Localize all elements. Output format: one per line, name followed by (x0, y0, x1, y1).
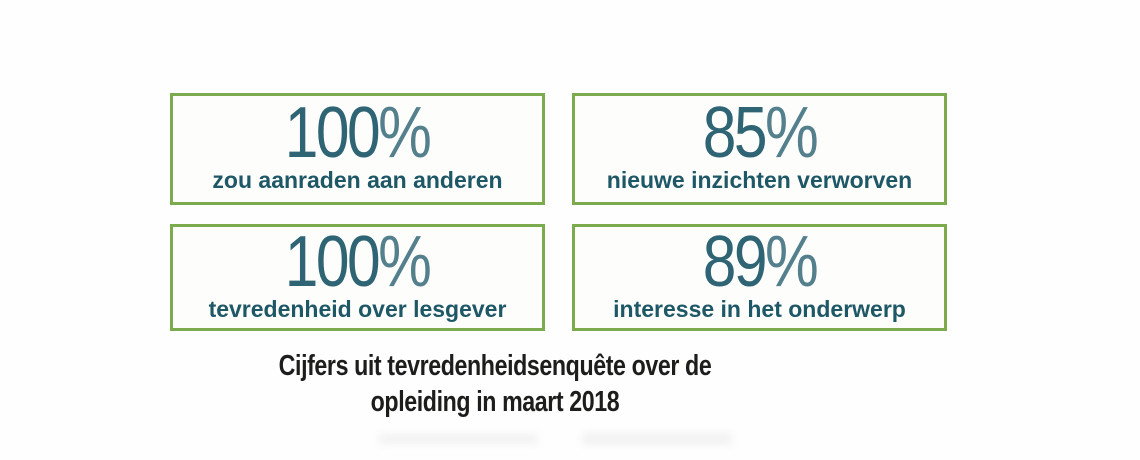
stat-card-satisfaction: 100% tevredenheid over lesgever (170, 224, 545, 331)
stat-value: 85% (703, 97, 819, 169)
stat-value: 89% (703, 226, 819, 298)
stat-number: 89 (702, 221, 768, 302)
percent-sign: % (764, 93, 819, 174)
stat-card-insights: 85% nieuwe inzichten verworven (572, 93, 947, 205)
stat-label: interesse in het onderwerp (613, 295, 906, 322)
stat-number: 100 (285, 93, 381, 174)
percent-sign: % (378, 221, 433, 302)
percent-sign: % (378, 93, 433, 174)
stat-value: 100% (285, 97, 432, 169)
stat-label: nieuwe inzichten verworven (606, 167, 913, 194)
stat-number: 100 (285, 221, 381, 302)
stat-value: 100% (285, 226, 432, 298)
stat-number: 85 (702, 93, 768, 174)
stat-card-interest: 89% interesse in het onderwerp (572, 224, 947, 331)
stat-label: zou aanraden aan anderen (212, 167, 503, 194)
caption-line-1: Cijfers uit tevredenheidsenquête over de (278, 350, 712, 382)
caption-line-2: opleiding in maart 2018 (370, 386, 620, 418)
blur-artifact (378, 434, 538, 444)
blur-artifact (582, 433, 732, 445)
stat-card-recommend: 100% zou aanraden aan anderen (170, 93, 545, 205)
stat-label: tevredenheid over lesgever (208, 295, 507, 322)
caption: Cijfers uit tevredenheidsenquête over de… (99, 348, 891, 420)
percent-sign: % (764, 221, 819, 302)
